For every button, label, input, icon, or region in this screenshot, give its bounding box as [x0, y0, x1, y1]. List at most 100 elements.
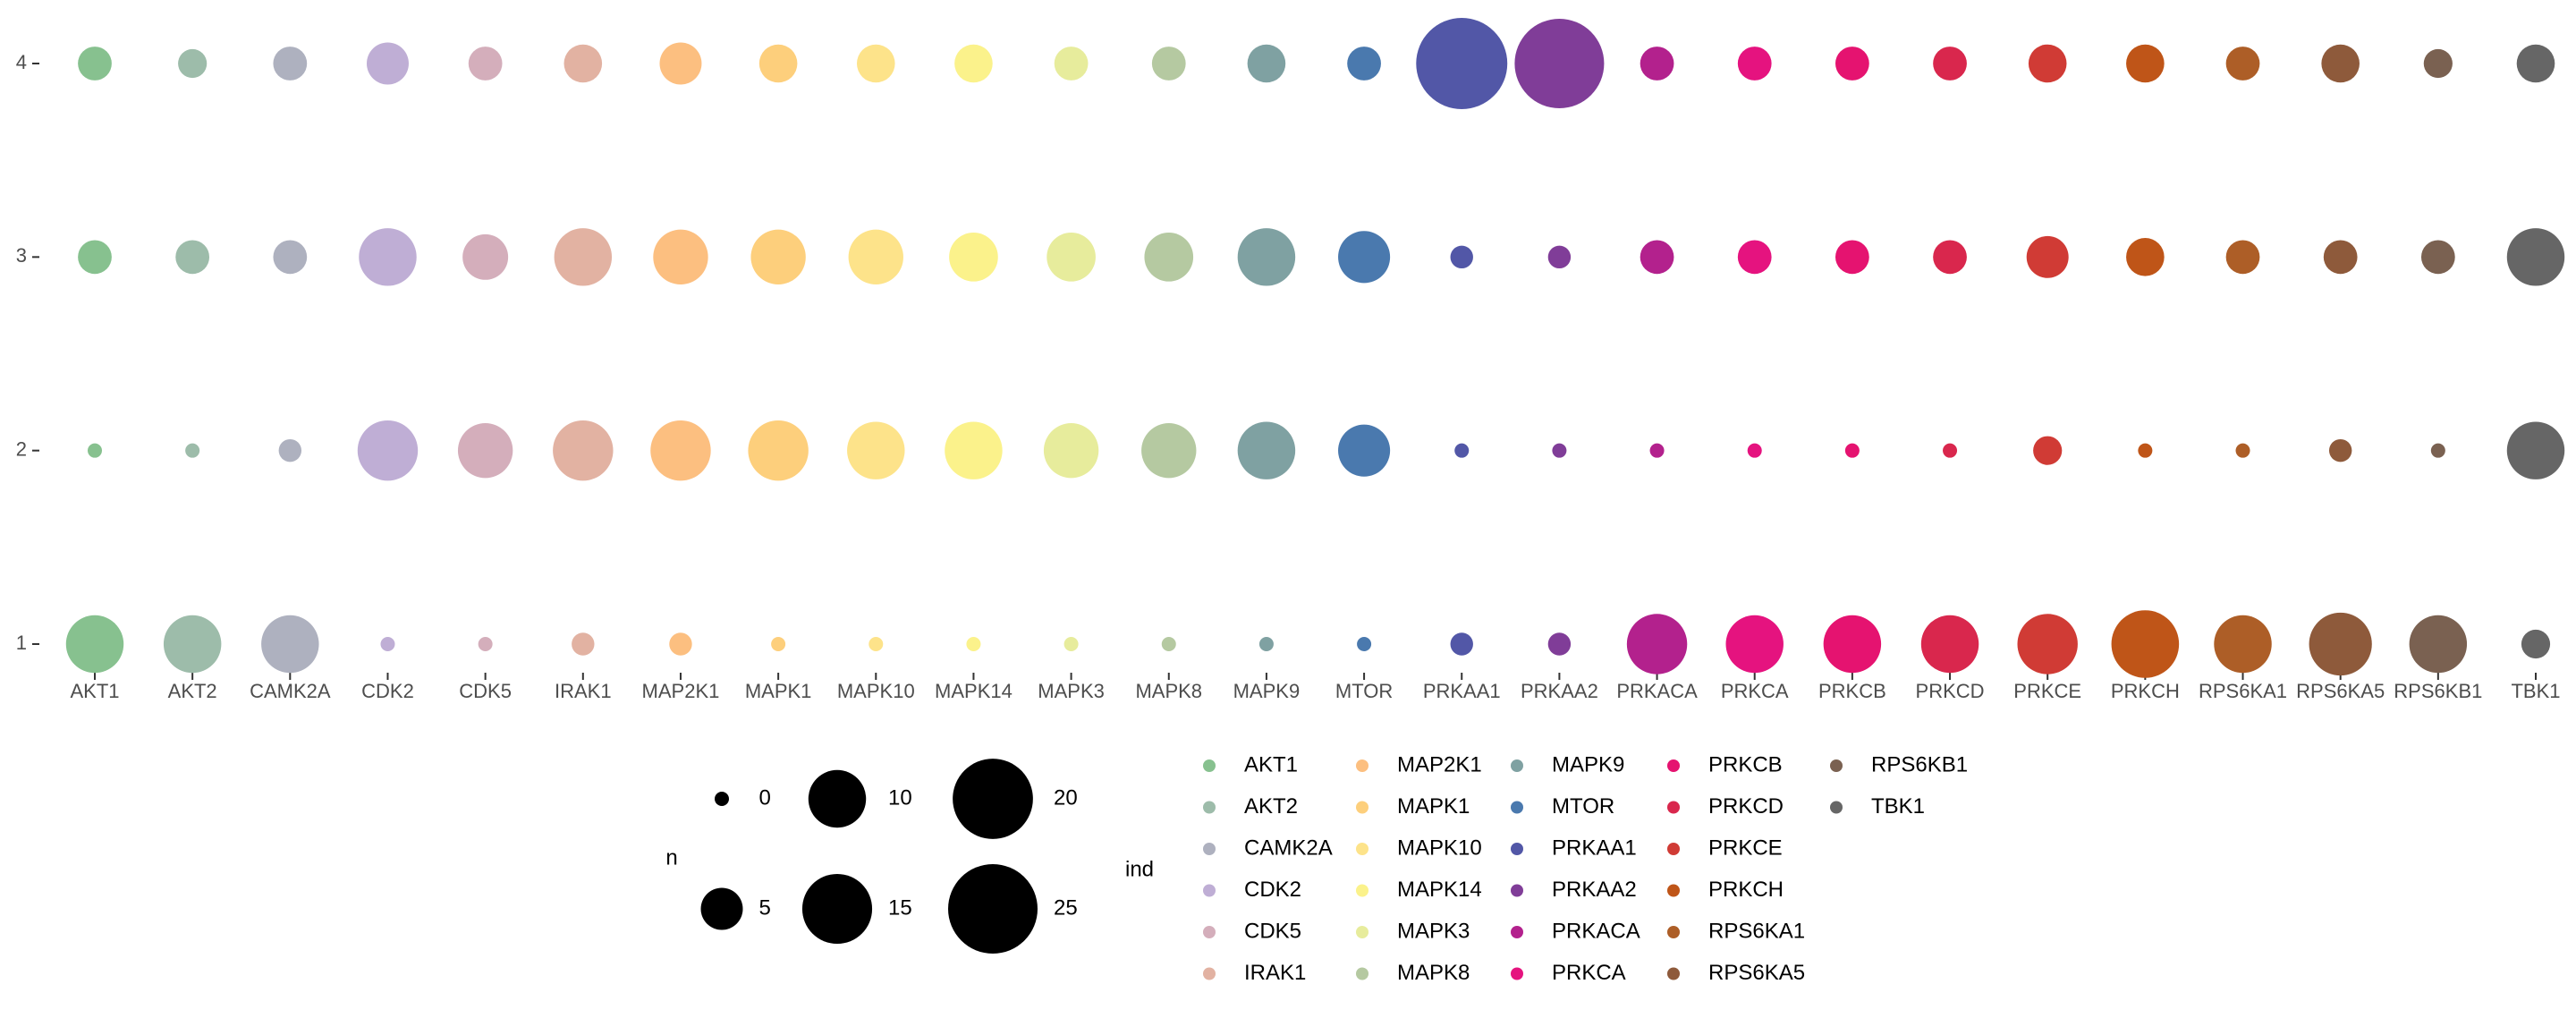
- bubble: [2033, 436, 2063, 465]
- bubble: [848, 229, 903, 285]
- x-tick-label: CDK5: [459, 680, 512, 702]
- bubble: [1547, 245, 1572, 269]
- bubble: [2309, 612, 2372, 676]
- bubble: [2111, 610, 2180, 678]
- bubble: [1416, 18, 1508, 109]
- x-tick-label: MAPK1: [745, 680, 812, 702]
- x-tick-label: AKT2: [168, 680, 217, 702]
- bubble: [1640, 240, 1674, 275]
- color-legend-key: [1830, 759, 1843, 772]
- bubble: [88, 443, 102, 458]
- color-legend-label: MAPK10: [1397, 836, 1482, 860]
- bubble: [1161, 637, 1176, 651]
- size-legend-key: [808, 769, 867, 828]
- bubble: [847, 421, 905, 479]
- bubble: [359, 228, 417, 286]
- bubble: [1247, 44, 1286, 83]
- x-tick-label: RPS6KA5: [2296, 680, 2385, 702]
- x-tick-label: MAPK9: [1233, 680, 1301, 702]
- color-legend-label: IRAK1: [1244, 961, 1306, 985]
- color-legend-key: [1356, 967, 1368, 980]
- color-legend-label: CDK2: [1244, 878, 1301, 902]
- bubble: [1450, 632, 1473, 656]
- x-tick-label: CAMK2A: [250, 680, 331, 702]
- x-tick-label: PRKACA: [1616, 680, 1698, 702]
- color-legend-label: RPS6KB1: [1871, 752, 1968, 776]
- x-tick-label: MAP2K1: [642, 680, 720, 702]
- color-legend-key: [1667, 884, 1680, 897]
- color-legend-key: [1356, 884, 1368, 897]
- bubble: [945, 421, 1003, 479]
- color-legend-key: [1511, 884, 1523, 897]
- y-tick-label: 1: [16, 632, 27, 654]
- bubble: [1933, 47, 1967, 81]
- bubble: [1547, 632, 1572, 656]
- bubble: [2225, 240, 2260, 275]
- bubble: [650, 420, 711, 481]
- bubble: [1844, 443, 1860, 458]
- bubble: [653, 229, 708, 285]
- x-tick-label: CDK2: [361, 680, 414, 702]
- bubble: [1514, 19, 1605, 108]
- bubble: [1237, 421, 1296, 479]
- bubble: [2126, 238, 2165, 276]
- color-legend-label: PRKAA2: [1552, 878, 1637, 902]
- color-legend-key: [1203, 926, 1216, 938]
- bubble: [2420, 240, 2455, 275]
- bubble: [2430, 443, 2445, 458]
- color-legend-label: PRKCB: [1708, 752, 1783, 776]
- bubble: [2214, 615, 2272, 674]
- color-legend-key: [1203, 884, 1216, 897]
- bubble: [553, 420, 614, 481]
- bubble: [163, 615, 222, 674]
- bubble: [1920, 615, 1979, 674]
- color-legend-label: AKT1: [1244, 752, 1298, 776]
- bubble: [478, 637, 493, 651]
- bubble: [2409, 615, 2468, 674]
- bubble: [2516, 44, 2555, 83]
- bubble: [2323, 240, 2358, 275]
- size-legend-key: [948, 864, 1038, 954]
- bubble: [65, 615, 124, 674]
- bubble: [1144, 233, 1194, 282]
- bubble: [2506, 421, 2565, 479]
- color-legend-label: MAP2K1: [1397, 752, 1482, 776]
- color-legend-key: [1203, 801, 1216, 814]
- x-tick-label: AKT1: [70, 680, 119, 702]
- bubble: [1338, 231, 1391, 284]
- size-legend-key: [700, 887, 743, 930]
- x-tick-label: TBK1: [2511, 680, 2560, 702]
- x-tick-label: MAPK3: [1038, 680, 1105, 702]
- bubble: [2138, 443, 2153, 458]
- size-legend-key: [715, 792, 729, 806]
- bubble: [1823, 615, 1882, 674]
- bubble: [2017, 614, 2078, 674]
- bubble: [1357, 637, 1372, 651]
- x-tick-label: PRKCH: [2111, 680, 2180, 702]
- color-legend-label: AKT2: [1244, 794, 1298, 819]
- color-legend-key: [1667, 967, 1680, 980]
- bubble: [750, 229, 806, 285]
- bubble: [1347, 47, 1381, 81]
- size-legend-label: 5: [758, 895, 770, 920]
- size-legend-label: 25: [1054, 895, 1078, 920]
- bubble: [1450, 245, 1473, 269]
- bubble: [357, 420, 419, 481]
- size-legend-key: [953, 759, 1033, 839]
- bubble: [1835, 47, 1869, 81]
- bubble: [1338, 424, 1391, 477]
- color-legend-key: [1511, 967, 1523, 980]
- bubble: [1835, 240, 1869, 275]
- bubble: [564, 44, 603, 83]
- color-legend-label: RPS6KA1: [1708, 919, 1805, 943]
- color-legend-label: PRKCA: [1552, 961, 1626, 985]
- bubble: [278, 438, 302, 462]
- size-legend-label: 15: [888, 895, 912, 920]
- bubble: [457, 422, 513, 479]
- color-legend-label: TBK1: [1871, 794, 1925, 819]
- x-tick-label: PRKCE: [2013, 680, 2081, 702]
- bubble: [748, 420, 809, 481]
- size-legend-label: 10: [888, 785, 912, 810]
- bubble: [175, 240, 210, 275]
- x-tick-label: RPS6KB1: [2394, 680, 2482, 702]
